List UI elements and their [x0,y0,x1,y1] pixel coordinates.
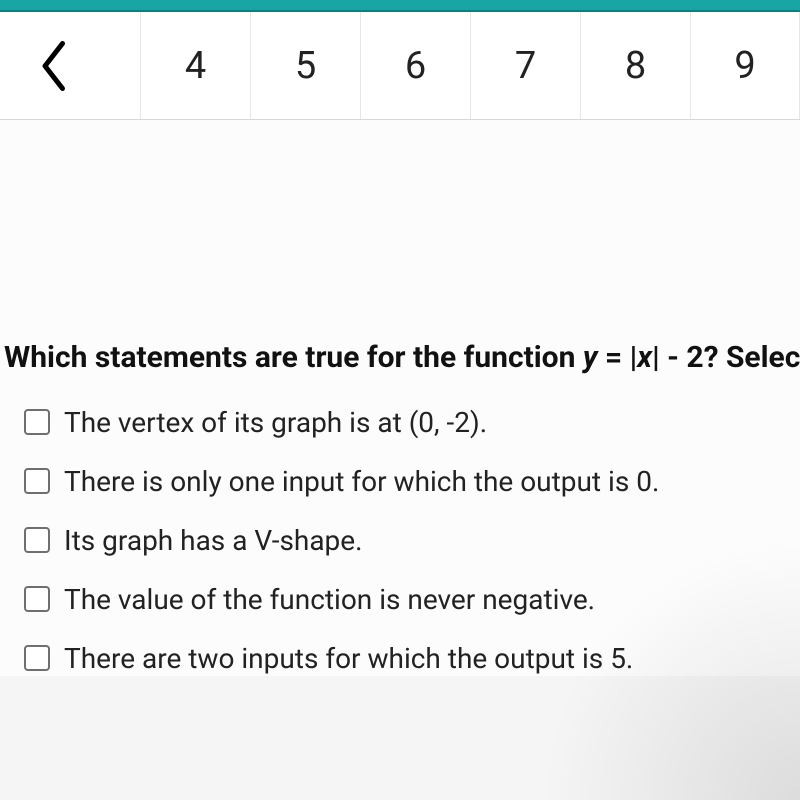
page-tab-9[interactable]: 9 [690,12,800,119]
question-x: x [637,340,652,375]
chevron-left-icon [40,41,70,91]
answer-text-2: There is only one input for which the ou… [64,464,659,499]
content-spacer [0,120,800,340]
top-accent-bar [0,0,800,12]
page-tab-7[interactable]: 7 [470,12,580,119]
answer-text-5: There are two inputs for which the outpu… [64,641,633,676]
question-area: Which statements are true for the functi… [0,340,800,676]
page-tab-5[interactable]: 5 [250,12,360,119]
page-tab-4[interactable]: 4 [140,12,250,119]
answer-row: Its graph has a V-shape. [24,523,800,558]
answer-row: There are two inputs for which the outpu… [24,641,800,676]
back-button[interactable] [40,41,90,91]
answer-checkbox-4[interactable] [24,586,50,612]
question-eq: = | [598,340,638,375]
answer-row: The vertex of its graph is at (0, -2). [24,405,800,440]
answer-text-1: The vertex of its graph is at (0, -2). [64,405,487,440]
page-tab-8[interactable]: 8 [580,12,690,119]
page-tabs: 4 5 6 7 8 9 [140,12,800,119]
question-prefix: Which statements are true for the functi… [4,340,583,375]
answer-text-3: Its graph has a V-shape. [64,523,363,558]
answer-row: There is only one input for which the ou… [24,464,800,499]
answer-row: The value of the function is never negat… [24,582,800,617]
question-suffix: | - 2? Select [652,340,800,375]
question-text: Which statements are true for the functi… [0,340,800,399]
answer-checkbox-5[interactable] [24,645,50,671]
answer-checkbox-3[interactable] [24,527,50,553]
answer-text-4: The value of the function is never negat… [64,582,595,617]
page-tab-6[interactable]: 6 [360,12,470,119]
answer-list: The vertex of its graph is at (0, -2). T… [0,399,800,676]
answer-checkbox-2[interactable] [24,468,50,494]
question-nav-bar: 4 5 6 7 8 9 [0,12,800,120]
answer-checkbox-1[interactable] [24,409,50,435]
question-y: y [583,340,598,375]
